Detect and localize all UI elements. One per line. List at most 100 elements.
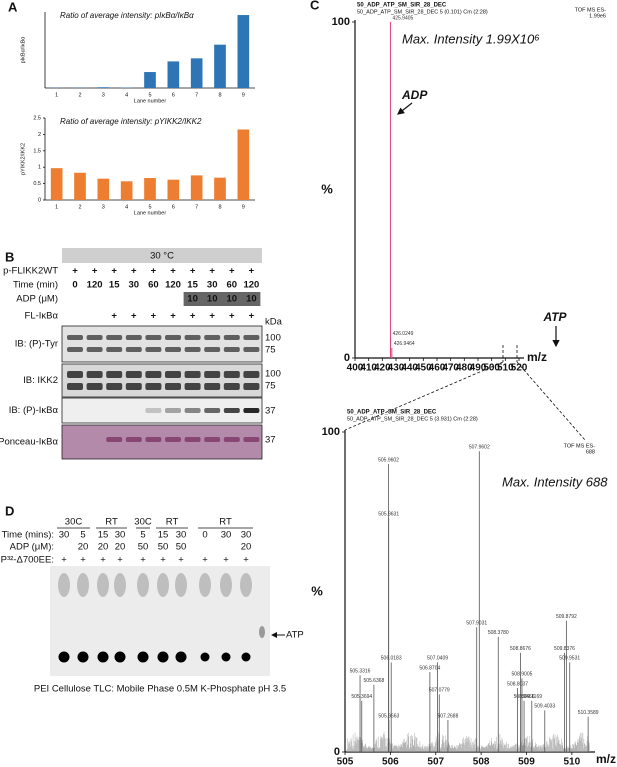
- band: [86, 371, 103, 378]
- band: [67, 347, 83, 352]
- row-label: ADP (μM): [16, 294, 58, 305]
- y-tick-label: 1.5: [33, 148, 41, 154]
- cell: 20: [98, 542, 109, 553]
- peak-label: 426.0249: [393, 331, 414, 337]
- x-tick-label: 7: [195, 92, 198, 98]
- peak-label: 509.4033: [534, 704, 555, 710]
- cell: 50: [158, 542, 169, 553]
- band: [204, 371, 221, 378]
- cell: 120: [243, 280, 259, 291]
- band: [223, 383, 240, 390]
- cell: 0: [72, 280, 77, 291]
- origin-spot: [58, 651, 70, 663]
- x-tick-label: 509: [518, 757, 535, 767]
- x-tick-label: 506: [382, 757, 399, 767]
- band: [184, 335, 201, 340]
- blot-label: IB: (P)-Tyr: [15, 339, 58, 350]
- band: [125, 347, 142, 352]
- band: [106, 383, 123, 390]
- bar: [190, 175, 203, 200]
- band: [86, 335, 103, 340]
- band: [165, 437, 181, 442]
- cell: +: [190, 311, 196, 322]
- peak-label: 509.9531: [559, 656, 580, 662]
- x-tick-label: 9: [242, 92, 245, 98]
- bar: [50, 168, 63, 200]
- x-tick-label: 520: [511, 363, 528, 374]
- cell: +: [117, 555, 123, 566]
- band: [106, 437, 123, 442]
- y-tick-label: 100: [332, 16, 350, 28]
- marker-label: 100: [265, 369, 281, 380]
- chart-title: Ratio of average intensity: pIκBα/IκBα: [60, 11, 194, 20]
- group-label: RT: [219, 517, 232, 528]
- panel-label: A: [8, 0, 18, 14]
- cell: +: [80, 555, 86, 566]
- cell: +: [243, 555, 249, 566]
- temperature: 30 °C: [150, 251, 174, 262]
- cell: +: [100, 555, 106, 566]
- cell: +: [178, 555, 184, 566]
- x-tick-label: 8: [218, 92, 221, 98]
- x-axis-label: Lane number: [134, 210, 167, 216]
- x-tick-label: 9: [242, 204, 245, 210]
- cell: +: [72, 266, 78, 277]
- x-tick-label: 4: [125, 92, 128, 98]
- band: [184, 371, 201, 378]
- cell: 30: [241, 530, 252, 541]
- band: [243, 408, 260, 413]
- cell: 30: [221, 530, 232, 541]
- cell: 120: [87, 280, 103, 291]
- cell: +: [209, 311, 215, 322]
- x-tick-label: 490: [470, 363, 487, 374]
- cell: 20: [115, 542, 126, 553]
- band: [165, 371, 181, 378]
- y-tick-label: 100: [322, 426, 340, 438]
- band: [106, 371, 123, 378]
- cell: 20: [241, 542, 252, 553]
- cell: +: [151, 311, 157, 322]
- x-tick-label: 440: [401, 363, 418, 374]
- x-tick-label: 6: [172, 204, 175, 210]
- cell: +: [209, 266, 215, 277]
- cell: 10: [246, 294, 257, 305]
- cell: 30: [176, 530, 187, 541]
- band: [204, 335, 221, 340]
- y-tick-label: 0: [344, 352, 350, 364]
- cell: +: [190, 266, 196, 277]
- cell: +: [170, 266, 176, 277]
- x-tick-label: 450: [415, 363, 432, 374]
- peak-label: 425.9405: [392, 15, 413, 21]
- temperature-bar: [62, 248, 262, 263]
- marker-label: 100: [265, 333, 281, 344]
- y-axis-label: %: [311, 583, 323, 598]
- bar: [120, 181, 133, 200]
- peak-label: 508.8676: [510, 646, 531, 652]
- smear: [157, 573, 169, 597]
- cell: +: [111, 266, 117, 277]
- row-label: ADP (μM):: [10, 542, 54, 553]
- smear: [58, 573, 70, 597]
- band: [145, 437, 162, 442]
- cell: 15: [187, 280, 198, 291]
- group-label: 30C: [65, 517, 83, 528]
- x-tick-label: 410: [360, 363, 377, 374]
- band: [184, 437, 201, 442]
- adp-box: [183, 292, 261, 306]
- band: [106, 335, 123, 340]
- cell: 120: [165, 280, 181, 291]
- band: [125, 437, 142, 442]
- bar: [214, 177, 226, 200]
- x-tick-label: 470: [442, 363, 459, 374]
- bar: [144, 178, 156, 200]
- band: [243, 437, 260, 442]
- band: [223, 437, 240, 442]
- cell: 15: [158, 530, 169, 541]
- band: [145, 335, 162, 340]
- bar: [97, 178, 110, 200]
- spectrum-header: 50_ADP_ATP_SM_SIR_28_DEC: [357, 3, 447, 9]
- x-tick-label: 505: [337, 757, 354, 767]
- x-tick-label: 3: [102, 204, 105, 210]
- cell: +: [131, 311, 137, 322]
